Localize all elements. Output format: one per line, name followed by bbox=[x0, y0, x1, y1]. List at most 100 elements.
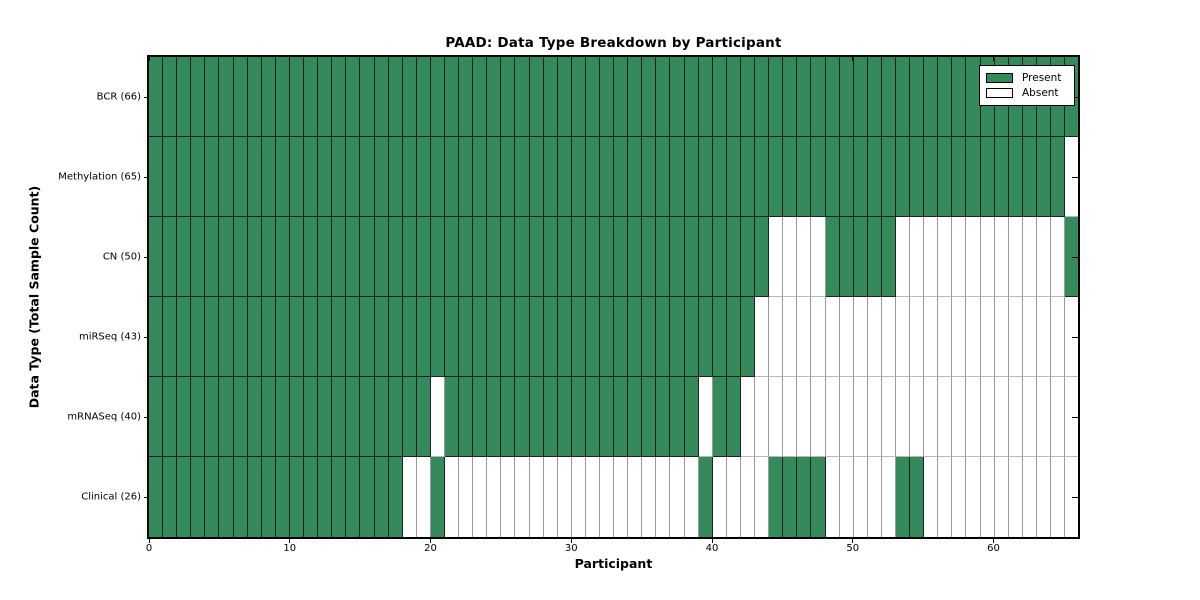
heatmap-cell bbox=[318, 297, 333, 377]
heatmap-cell bbox=[656, 297, 671, 377]
heatmap-cell bbox=[656, 457, 671, 537]
heatmap-cell bbox=[895, 137, 911, 217]
heatmap-cell bbox=[740, 57, 756, 137]
heatmap-cell bbox=[1008, 377, 1023, 457]
heatmap-cell bbox=[219, 377, 234, 457]
heatmap-cell bbox=[261, 217, 276, 297]
heatmap-cell bbox=[825, 57, 840, 137]
heatmap-cell bbox=[177, 217, 192, 297]
heatmap-cell bbox=[402, 377, 417, 457]
heatmap-cell bbox=[515, 297, 530, 377]
y-tick-right bbox=[1072, 496, 1078, 498]
heatmap-cell bbox=[867, 137, 882, 217]
heatmap-cell bbox=[769, 217, 784, 297]
heatmap-cell bbox=[289, 297, 305, 377]
heatmap-cell bbox=[825, 457, 840, 537]
heatmap-cell bbox=[910, 377, 925, 457]
x-tick-bottom bbox=[711, 539, 713, 543]
heatmap-cell bbox=[698, 297, 713, 377]
x-tick-top bbox=[993, 57, 995, 61]
heatmap-cell bbox=[515, 137, 530, 217]
heatmap-cell bbox=[952, 57, 967, 137]
heatmap-cell bbox=[388, 297, 403, 377]
legend-entry-present: Present bbox=[986, 70, 1068, 85]
heatmap-cell bbox=[839, 137, 854, 217]
heatmap-cell bbox=[1065, 457, 1079, 537]
heatmap-cell bbox=[402, 297, 417, 377]
heatmap-cell bbox=[571, 217, 586, 297]
heatmap-cell bbox=[191, 297, 206, 377]
heatmap-cell bbox=[388, 57, 403, 137]
row-label-Clinical: Clinical (26) bbox=[81, 491, 141, 503]
heatmap-cell bbox=[1036, 457, 1051, 537]
heatmap-cell bbox=[966, 297, 981, 377]
x-tick-label: 60 bbox=[987, 543, 1000, 554]
y-tick-left bbox=[144, 96, 149, 98]
heatmap-cell bbox=[628, 137, 643, 217]
heatmap-cell bbox=[924, 297, 939, 377]
heatmap-cell bbox=[416, 57, 431, 137]
heatmap-cell bbox=[346, 457, 361, 537]
heatmap-cell bbox=[515, 217, 530, 297]
heatmap-cell bbox=[233, 57, 248, 137]
heatmap-cell bbox=[163, 377, 178, 457]
heatmap-cell bbox=[219, 457, 234, 537]
plot-area bbox=[149, 57, 1079, 537]
heatmap-cell bbox=[402, 217, 417, 297]
heatmap-cell bbox=[895, 297, 911, 377]
heatmap-cell bbox=[501, 297, 516, 377]
heatmap-cell bbox=[642, 457, 657, 537]
heatmap-cell bbox=[712, 377, 727, 457]
y-tick-left bbox=[144, 256, 149, 258]
heatmap-cell bbox=[402, 57, 417, 137]
heatmap-cell bbox=[275, 57, 290, 137]
heatmap-cell bbox=[726, 137, 741, 217]
x-tick-bottom bbox=[148, 539, 150, 543]
heatmap-cell bbox=[430, 57, 445, 137]
heatmap-cell bbox=[881, 377, 896, 457]
heatmap-cell bbox=[149, 457, 164, 537]
x-tick-top bbox=[430, 57, 431, 61]
heatmap-cell bbox=[346, 137, 361, 217]
heatmap-cell bbox=[1008, 137, 1023, 217]
heatmap-cell bbox=[163, 297, 178, 377]
heatmap-cell bbox=[247, 297, 262, 377]
heatmap-cell bbox=[881, 57, 896, 137]
heatmap-cell bbox=[783, 297, 798, 377]
heatmap-cell bbox=[881, 297, 896, 377]
heatmap-cell bbox=[797, 377, 812, 457]
heatmap-cell bbox=[487, 377, 502, 457]
heatmap-cell bbox=[585, 377, 600, 457]
heatmap-cell bbox=[755, 217, 770, 297]
heatmap-cell bbox=[910, 217, 925, 297]
heatmap-cell bbox=[881, 137, 896, 217]
heatmap-cell bbox=[628, 57, 643, 137]
heatmap-cell bbox=[191, 217, 206, 297]
heatmap-cell bbox=[1051, 137, 1066, 217]
heatmap-cell bbox=[191, 377, 206, 457]
heatmap-cell bbox=[304, 297, 319, 377]
y-tick-left bbox=[144, 416, 149, 418]
heatmap-cell bbox=[191, 57, 206, 137]
heatmap-cell bbox=[360, 137, 375, 217]
heatmap-cell bbox=[712, 217, 727, 297]
heatmap-cell bbox=[924, 377, 939, 457]
heatmap-cell bbox=[444, 57, 460, 137]
heatmap-cell bbox=[825, 217, 840, 297]
heatmap-cell bbox=[839, 297, 854, 377]
heatmap-cell bbox=[585, 217, 600, 297]
heatmap-cell bbox=[149, 217, 164, 297]
heatmap-cell bbox=[853, 297, 868, 377]
heatmap-cell bbox=[318, 137, 333, 217]
heatmap-cell bbox=[938, 57, 953, 137]
heatmap-cell bbox=[487, 217, 502, 297]
heatmap-cell bbox=[642, 137, 657, 217]
heatmap-cell bbox=[910, 457, 925, 537]
heatmap-row-mRNASeq bbox=[149, 377, 1079, 457]
heatmap-cell bbox=[205, 137, 220, 217]
heatmap-cell bbox=[952, 377, 967, 457]
x-tick-bottom bbox=[570, 539, 572, 543]
heatmap-cell bbox=[825, 137, 840, 217]
heatmap-cell bbox=[473, 377, 488, 457]
heatmap-cell bbox=[501, 137, 516, 217]
